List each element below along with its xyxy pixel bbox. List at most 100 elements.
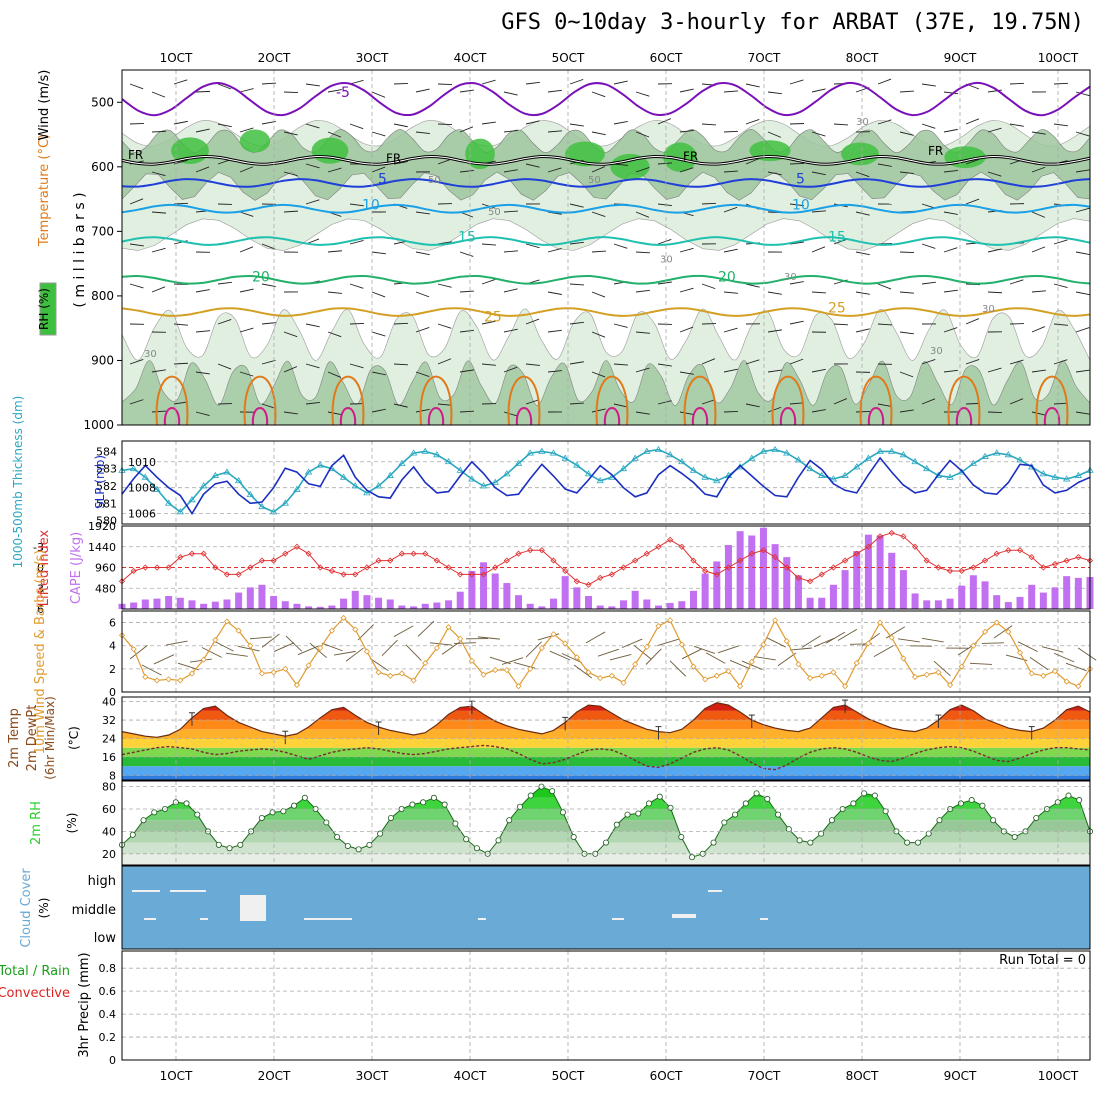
wind-barb	[767, 369, 782, 373]
wind-barb	[525, 363, 540, 366]
cape-bar	[736, 531, 744, 609]
y-tick-label: 32	[102, 714, 116, 727]
wind-barb	[833, 323, 849, 326]
cape-bar	[188, 600, 196, 609]
isotherm-30	[331, 375, 365, 425]
wind-barb	[547, 370, 562, 373]
lifted-marker	[282, 550, 289, 557]
wind-barb	[349, 283, 364, 289]
lifted-marker	[783, 564, 790, 571]
wind-marker	[853, 660, 860, 667]
cloud-patch	[672, 914, 696, 918]
wind-barb	[345, 647, 364, 662]
wind-barb	[525, 318, 540, 325]
wind-marker	[958, 663, 965, 670]
isotherm-35	[163, 407, 181, 425]
lifted-marker	[398, 550, 405, 557]
wind-marker	[608, 672, 615, 679]
lifted-marker	[503, 557, 510, 564]
wind-barb	[899, 251, 915, 254]
thickness-marker	[258, 502, 266, 510]
label-plus5: 5	[378, 172, 387, 188]
y-tick-label: 16	[102, 751, 116, 764]
wind-barb	[987, 291, 1003, 294]
wind-barb	[1031, 246, 1046, 253]
wind-barb	[151, 369, 166, 373]
wind-marker	[690, 663, 697, 670]
cape-bar	[375, 597, 383, 609]
wind-barb	[141, 664, 162, 676]
rh-marker	[215, 841, 222, 848]
rh-marker	[925, 830, 932, 837]
wind-marker	[597, 675, 604, 682]
bottom-tick-label: 10OCT	[1038, 1069, 1079, 1083]
wind-barb	[349, 363, 364, 369]
wind-marker	[713, 672, 720, 679]
lifted-marker	[702, 567, 709, 575]
wind-barb	[635, 411, 650, 415]
thickness-marker	[654, 445, 663, 453]
cloud-axis-label: Cloud Cover	[19, 868, 34, 948]
lifted-marker	[223, 571, 231, 578]
wind-barb	[965, 118, 980, 125]
isotherm-15	[122, 236, 1090, 246]
cape-bar	[771, 544, 779, 609]
rh-marker	[409, 801, 416, 808]
isotherm--5	[122, 81, 1090, 117]
thickness-marker	[374, 482, 383, 489]
wind-barb	[921, 281, 936, 285]
thickness-marker	[573, 461, 581, 468]
lifted-axis-label: Lifted Index	[37, 529, 52, 606]
wind-barb	[327, 89, 342, 93]
cape-bar	[351, 590, 359, 609]
cape-bar	[246, 587, 254, 609]
cloud-patch	[170, 890, 206, 892]
wind-barb	[723, 327, 738, 333]
wind-barb	[723, 206, 738, 213]
wind-marker	[842, 683, 849, 690]
wind-barb	[635, 211, 650, 218]
label-rh30: 30	[784, 272, 797, 283]
y-right-tick-label: 1920	[88, 520, 116, 533]
wind-barb	[789, 163, 805, 165]
rh-marker	[689, 854, 696, 861]
wind-marker	[223, 618, 231, 625]
cape-bar	[281, 601, 289, 609]
wind-barb	[679, 88, 694, 93]
wind-marker	[900, 655, 907, 662]
wind-barb	[525, 120, 540, 125]
wind-barb	[1017, 641, 1038, 653]
cloud-level-label: low	[94, 931, 117, 946]
wind-barb	[437, 283, 452, 288]
wind-barb	[261, 403, 276, 409]
temp-band	[122, 697, 1090, 702]
cape-bar	[643, 599, 651, 609]
label-plus25: 25	[484, 310, 502, 326]
cape-bar	[759, 527, 767, 609]
lifted-marker	[620, 564, 627, 571]
wind-barb	[657, 118, 672, 125]
wind-marker	[153, 677, 161, 684]
bottom-tick-label: 7OCT	[748, 1069, 781, 1083]
rh-marker	[710, 839, 717, 846]
cape-bar	[911, 593, 919, 609]
temp-band	[122, 738, 1090, 748]
wind-barb	[327, 291, 342, 294]
thickness-marker	[841, 471, 849, 478]
lifted-marker	[795, 574, 802, 581]
wind-barb	[305, 163, 320, 169]
wind-marker	[795, 661, 802, 668]
rh-marker	[441, 801, 448, 808]
cape-bar	[258, 584, 266, 609]
wind-marker	[527, 665, 534, 672]
wind-barb	[987, 248, 1002, 253]
lifted-marker	[853, 550, 860, 557]
wind-marker	[573, 654, 580, 661]
rh-color-bands	[122, 786, 1090, 865]
panel-frame	[121, 865, 1091, 950]
cloud-patch	[200, 918, 208, 920]
temp-axis-label-4: (°C)	[67, 726, 81, 750]
wind-barb	[943, 289, 958, 293]
y-tick-label: 700	[91, 224, 114, 238]
